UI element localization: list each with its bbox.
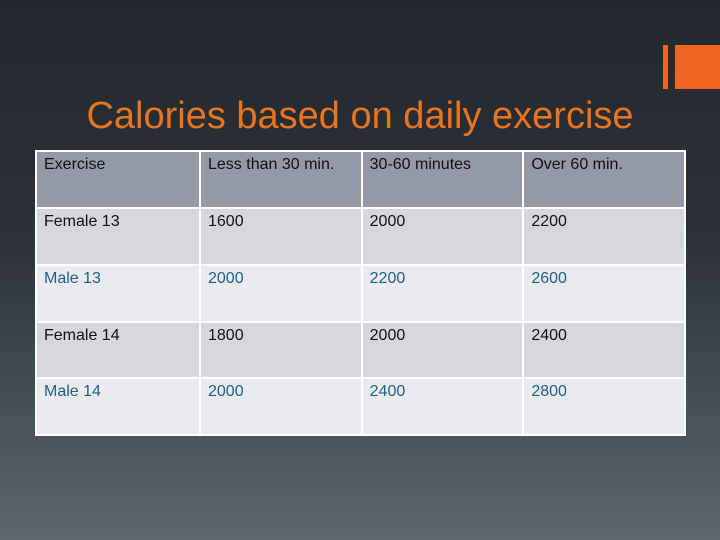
table-cell: 2400	[522, 320, 686, 380]
table-cell: Female 13	[35, 207, 201, 266]
table-cell: Male 13	[35, 263, 201, 323]
table-row: Female 14 1800 2000 2400	[35, 320, 686, 380]
table-cell: 2000	[199, 263, 363, 323]
table-cell: 1800	[199, 320, 363, 380]
table-cell: 2000	[360, 207, 525, 266]
table-row: Female 13 1600 2000 2200	[35, 207, 686, 266]
table-cell: 2400	[360, 377, 525, 436]
header-cell: Over 60 min.	[522, 150, 686, 209]
slide-title: Calories based on daily exercise	[86, 95, 634, 137]
accent-block	[675, 45, 720, 89]
table-cell: Female 14	[35, 320, 201, 380]
header-cell: Exercise	[35, 150, 201, 209]
table-cell: 1600	[199, 207, 363, 266]
table-cell: 2000	[199, 377, 363, 436]
table-row: Male 13 2000 2200 2600	[35, 263, 686, 323]
calories-table: Exercise Less than 30 min. 30-60 minutes…	[35, 150, 686, 436]
table-cell: 2000	[360, 320, 525, 380]
table-cell: 2200	[360, 263, 525, 323]
header-cell: Less than 30 min.	[199, 150, 363, 209]
accent-bar	[663, 45, 668, 89]
table-cell: 2600	[522, 263, 686, 323]
table-cell: 2800	[522, 377, 686, 436]
table-cell: Male 14	[35, 377, 201, 436]
table-cell: 2200	[522, 207, 686, 266]
table-header-row: Exercise Less than 30 min. 30-60 minutes…	[35, 150, 686, 209]
header-cell: 30-60 minutes	[360, 150, 525, 209]
table-row: Male 14 2000 2400 2800	[35, 377, 686, 436]
